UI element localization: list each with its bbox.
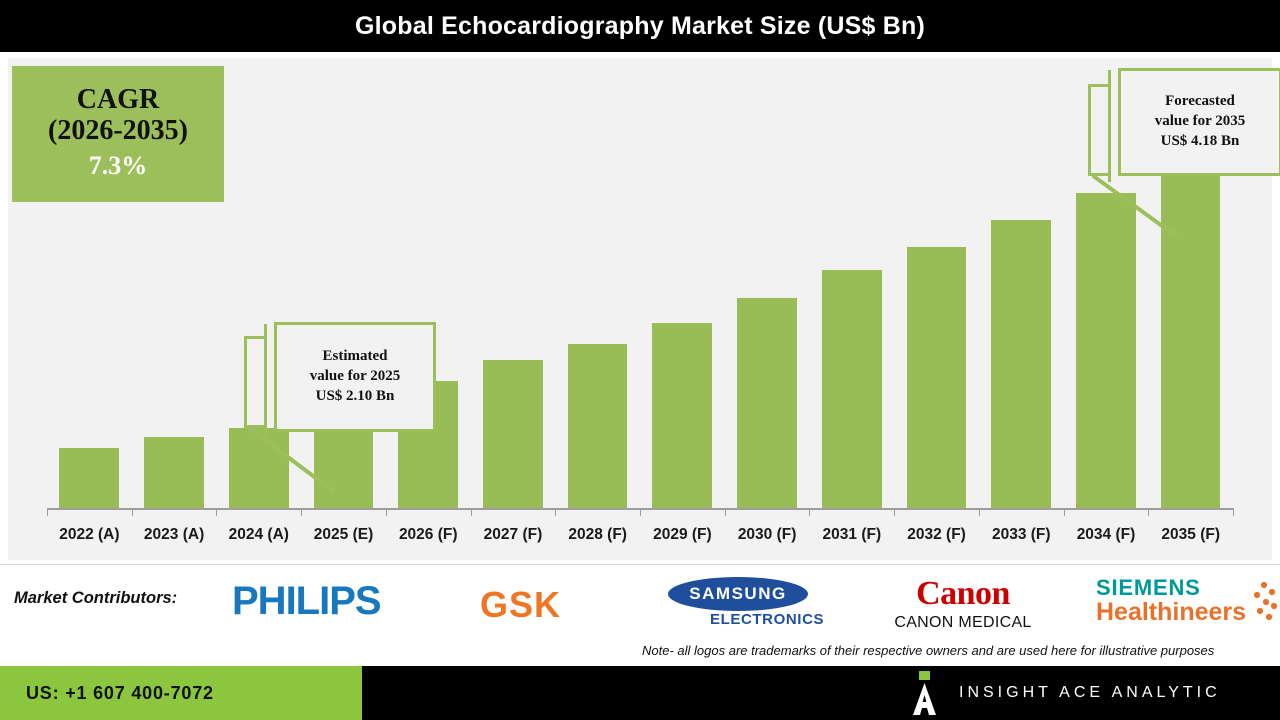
x-label-2024A: 2024 (A) [228, 526, 289, 543]
callout-bracket-inner [1108, 70, 1114, 182]
bar-2022A [59, 448, 120, 508]
philips-logo: PHILIPS [232, 579, 382, 623]
x-label-2025E: 2025 (E) [313, 526, 374, 543]
x-label-2027F: 2027 (F) [483, 526, 543, 543]
canon-sub-label: CANON MEDICAL [894, 614, 1032, 631]
x-axis-tick [216, 508, 218, 516]
x-label-2022A: 2022 (A) [59, 526, 120, 543]
callout-forecasted: Forecasted value for 2035 US$ 4.18 Bn [1086, 66, 1280, 239]
bar-2030F [737, 298, 797, 508]
x-axis-tick [1148, 508, 1150, 516]
x-axis-tick [470, 508, 472, 516]
callout-bracket-outer [244, 336, 266, 428]
callout-line-3: US$ 2.10 Bn [315, 387, 395, 404]
samsung-sub-label: ELECTRONICS [710, 611, 825, 628]
plot-area: CAGR (2026-2035) 7.3% 2022 (A) 2023 (A) 20… [8, 58, 1280, 560]
x-axis-tick [555, 508, 557, 516]
callout-estimated-box: Estimated value for 2025 US$ 2.10 Bn [274, 322, 436, 432]
trademark-note: Note- all logos are trademarks of their … [642, 643, 1215, 658]
x-axis-tick [131, 508, 133, 516]
bar-2024A [228, 427, 289, 508]
x-axis-tick [385, 508, 387, 516]
callout-line-1: Estimated [322, 348, 388, 365]
siemens-wordmark: SIEMENS [1096, 575, 1201, 600]
bar-2032F [906, 246, 967, 508]
bar-2033F [991, 219, 1052, 508]
bar-2031F [821, 270, 882, 508]
cagr-box: CAGR (2026-2035) 7.3% [12, 66, 224, 202]
siemens-logo: SIEMENS Healthineers [1096, 575, 1278, 633]
footer-contact-band: US: +1 607 400-7072 [0, 666, 362, 720]
callout-estimated: Estimated value for 2025 US$ 2.10 Bn [242, 320, 442, 493]
x-axis-tick [301, 508, 303, 516]
x-label-2034F: 2034 (F) [1076, 526, 1136, 543]
bars-layer [8, 58, 1272, 560]
x-label-2032F: 2032 (F) [907, 526, 966, 543]
samsung-wordmark: SAMSUNG [689, 584, 787, 603]
callout-line-3: US$ 4.18 Bn [1160, 132, 1240, 149]
bar-2027F [483, 359, 543, 508]
cagr-label: CAGR [76, 84, 160, 116]
insight-ace-logo-icon [905, 671, 945, 715]
samsung-logo: SAMSUNG ELECTRONICS [668, 577, 850, 629]
canon-wordmark: Canon [916, 575, 1010, 612]
chart-panel: CAGR (2026-2035) 7.3% 2022 (A) 2023 (A) 20… [0, 52, 1280, 564]
callout-bracket-inner [264, 324, 270, 436]
page-title: Global Echocardiography Market Size (US$… [354, 11, 926, 40]
siemens-dots-icon [1253, 581, 1278, 621]
x-axis-tick [47, 508, 48, 516]
callout-line-2: value for 2035 [1154, 113, 1246, 130]
siemens-healthineers-label: Healthineers [1096, 598, 1247, 626]
x-axis-tick [978, 508, 980, 516]
callout-line-1: Forecasted [1165, 93, 1235, 110]
canon-logo: Canon CANON MEDICAL [888, 575, 1038, 632]
bar-2035F [1160, 168, 1221, 508]
x-axis-tick [1063, 508, 1065, 516]
footer-brand: INSIGHT ACE ANALYTIC [905, 666, 1221, 720]
x-label-2030F: 2030 (F) [737, 526, 797, 543]
market-contributors-strip: Market Contributors: PHILIPS GSK SAMSUNG… [0, 564, 1280, 667]
x-label-2023A: 2023 (A) [143, 526, 205, 543]
bar-2023A [144, 437, 204, 508]
x-label-2031F: 2031 (F) [822, 526, 882, 543]
callout-line-2: value for 2025 [309, 368, 401, 385]
contributors-label: Market Contributors: [14, 589, 178, 607]
gsk-logo: GSK [480, 584, 562, 625]
x-axis-tick [894, 508, 896, 516]
cagr-period: (2026-2035) [48, 114, 188, 146]
x-axis-tick [724, 508, 726, 516]
bar-2034F [1076, 192, 1136, 508]
x-label-2033F: 2033 (F) [991, 526, 1051, 543]
bar-2029F [652, 323, 713, 508]
cagr-value: 7.3% [88, 150, 148, 180]
x-axis-tick [809, 508, 811, 516]
x-axis-tick [1233, 508, 1234, 516]
title-bar: Global Echocardiography Market Size (US$… [0, 0, 1280, 52]
callout-bracket-outer [1088, 84, 1110, 176]
footer-bar: US: +1 607 400-7072 INSIGHT ACE ANALYTIC [0, 666, 1280, 720]
x-axis-labels: 2022 (A) 2023 (A) 2024 (A) 2025 (E) 2026 (F)… [47, 520, 1233, 550]
footer-phone-number[interactable]: US: +1 607 400-7072 [26, 682, 214, 703]
x-label-2028F: 2028 (F) [568, 526, 627, 543]
callout-forecasted-box: Forecasted value for 2035 US$ 4.18 Bn [1118, 68, 1280, 176]
samsung-ellipse: SAMSUNG [668, 577, 808, 611]
x-label-2029F: 2029 (F) [653, 526, 712, 543]
x-label-2026F: 2026 (F) [398, 526, 458, 543]
x-label-2035F: 2035 (F) [1161, 526, 1220, 543]
brand-name-text: INSIGHT ACE ANALYTIC [959, 684, 1221, 701]
x-axis-tick [640, 508, 641, 516]
bar-2028F [567, 343, 628, 508]
